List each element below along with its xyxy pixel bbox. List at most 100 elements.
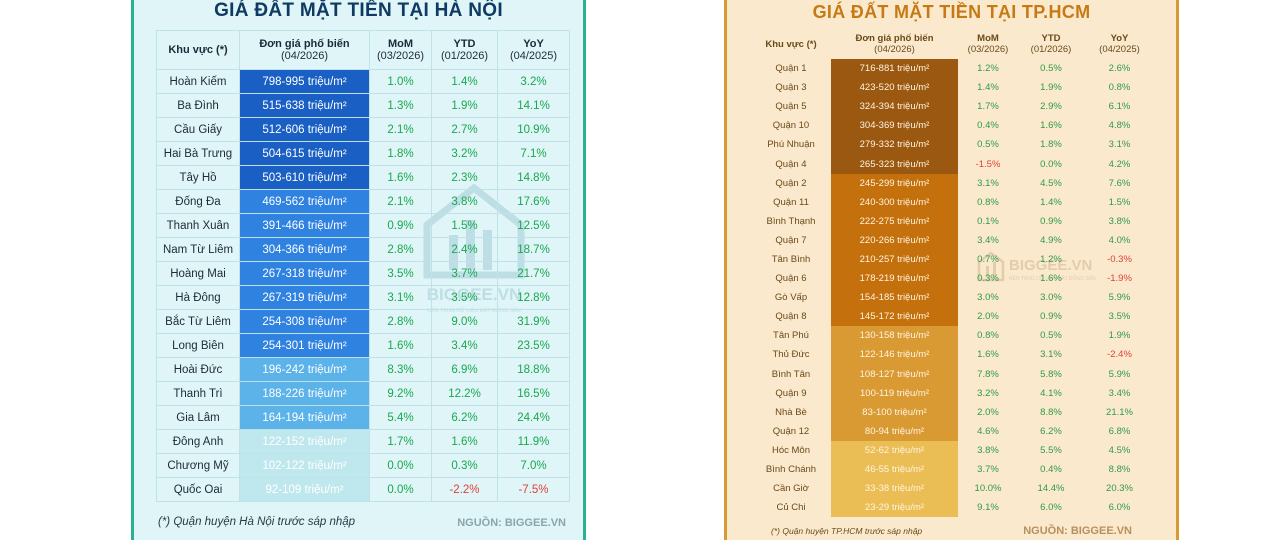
price-cell: 267-319 triệu/m² bbox=[239, 285, 370, 310]
ytd-cell: 6.2% bbox=[431, 405, 498, 430]
mom-cell: 0.7% bbox=[977, 253, 999, 265]
yoy-cell: -0.3% bbox=[1107, 253, 1132, 265]
area-cell: Hoàng Mai bbox=[156, 261, 240, 286]
price-cell: 265-323 triệu/m² bbox=[831, 154, 958, 174]
table-row: Gia Lâm 164-194 triệu/m² 5.4% 6.2% 24.4% bbox=[156, 405, 570, 430]
price-cell: 222-275 triệu/m² bbox=[831, 211, 958, 231]
table-row: Hai Bà Trưng 504-615 triệu/m² 1.8% 3.2% 7.1% bbox=[156, 141, 570, 166]
mom-cell: 10.0% bbox=[974, 483, 1002, 495]
ytd-cell: 1.8% bbox=[1040, 139, 1062, 151]
yoy-cell: 23.5% bbox=[497, 333, 570, 358]
price-cell: 220-266 triệu/m² bbox=[831, 230, 958, 250]
area-cell: Hoàn Kiếm bbox=[156, 69, 240, 94]
ytd-cell: 1.6% bbox=[1040, 120, 1062, 132]
mom-cell: 2.0% bbox=[977, 406, 999, 418]
hcm-watermark: BIGGEE.VN NỀN TẢNG DỮ LIỆU BẤT ĐỘNG SẢN bbox=[977, 251, 1096, 282]
yoy-cell: 5.9% bbox=[1108, 292, 1131, 304]
price-cell: 145-172 triệu/m² bbox=[831, 307, 958, 327]
price-cell: 92-109 triệu/m² bbox=[239, 477, 370, 502]
table-row: Quận 4 265-323 triệu/m² -1.5% 0.0% 4.2% bbox=[751, 154, 1155, 174]
mom-cell: 1.0% bbox=[369, 69, 432, 94]
yoy-cell: 16.5% bbox=[497, 381, 570, 406]
ytd-cell: 1.4% bbox=[1040, 196, 1062, 208]
mom-cell: 1.8% bbox=[369, 141, 432, 166]
area-cell: Chương Mỹ bbox=[156, 453, 240, 478]
table-row: Hóc Môn 52-62 triệu/m² 3.8% 5.5% 4.5% bbox=[751, 440, 1155, 460]
area-cell: Tân Phú bbox=[773, 330, 809, 342]
header-ytd: YTD (01/2026) bbox=[431, 30, 498, 70]
ytd-cell: 6.0% bbox=[1040, 502, 1062, 514]
price-cell: 504-615 triệu/m² bbox=[239, 141, 370, 166]
ytd-cell: 1.5% bbox=[431, 213, 498, 238]
price-cell: 100-119 triệu/m² bbox=[831, 383, 958, 403]
mom-cell: 1.7% bbox=[369, 429, 432, 454]
mom-cell: 1.6% bbox=[369, 165, 432, 190]
table-row: Phú Nhuận 279-332 triệu/m² 0.5% 1.8% 3.1% bbox=[751, 135, 1155, 155]
hcm-watermark-text: BIGGEE.VN bbox=[1009, 257, 1092, 274]
yoy-cell: 10.9% bbox=[497, 117, 570, 142]
price-cell: 304-369 triệu/m² bbox=[831, 116, 958, 136]
price-cell: 512-606 triệu/m² bbox=[239, 117, 370, 142]
hcm-footnote: (*) Quận huyện TP.HCM trước sáp nhập bbox=[771, 526, 923, 536]
mom-cell: 2.1% bbox=[369, 189, 432, 214]
price-cell: 716-881 triệu/m² bbox=[831, 59, 958, 79]
hcm-watermark-subtext: NỀN TẢNG DỮ LIỆU BẤT ĐỘNG SẢN bbox=[1009, 274, 1096, 282]
ytd-cell: 0.4% bbox=[1040, 464, 1062, 476]
table-row: Nhà Bè 83-100 triệu/m² 2.0% 8.8% 21.1% bbox=[751, 402, 1155, 422]
area-cell: Tây Hồ bbox=[156, 165, 240, 190]
yoy-cell: 14.1% bbox=[497, 93, 570, 118]
yoy-cell: 21.7% bbox=[497, 261, 570, 286]
table-row: Quận 9 100-119 triệu/m² 3.2% 4.1% 3.4% bbox=[751, 383, 1155, 403]
price-cell: 46-55 triệu/m² bbox=[831, 459, 958, 480]
price-cell: 245-299 triệu/m² bbox=[831, 173, 958, 193]
yoy-cell: 4.0% bbox=[1108, 234, 1131, 246]
area-cell: Gia Lâm bbox=[156, 405, 240, 430]
table-row: Quận 7 220-266 triệu/m² 3.4% 4.9% 4.0% bbox=[751, 230, 1155, 250]
ytd-cell: 0.9% bbox=[1040, 215, 1062, 227]
table-row: Bắc Từ Liêm 254-308 triệu/m² 2.8% 9.0% 31.9% bbox=[156, 309, 570, 334]
yoy-cell: 20.3% bbox=[1106, 483, 1133, 495]
ytd-cell: 4.1% bbox=[1040, 387, 1062, 399]
price-cell: 391-466 triệu/m² bbox=[239, 213, 370, 238]
mom-cell: 1.3% bbox=[369, 93, 432, 118]
yoy-cell: 1.9% bbox=[1108, 330, 1131, 342]
yoy-cell: 31.9% bbox=[497, 309, 570, 334]
yoy-cell: 3.1% bbox=[1108, 139, 1131, 151]
yoy-cell: 14.8% bbox=[497, 165, 570, 190]
ytd-cell: 8.8% bbox=[1040, 406, 1062, 418]
yoy-cell: 24.4% bbox=[497, 405, 570, 430]
price-cell: 108-127 triệu/m² bbox=[831, 364, 958, 384]
area-cell: Quận 4 bbox=[775, 158, 807, 170]
yoy-cell: 6.1% bbox=[1108, 101, 1131, 113]
table-row: Thanh Xuân 391-466 triệu/m² 0.9% 1.5% 12.5% bbox=[156, 213, 570, 238]
ytd-cell: 1.6% bbox=[1040, 273, 1062, 285]
mom-cell: 8.3% bbox=[369, 357, 432, 382]
mom-cell: 1.7% bbox=[977, 101, 999, 113]
table-row: Hoàn Kiếm 798-995 triệu/m² 1.0% 1.4% 3.2% bbox=[156, 69, 570, 94]
yoy-cell: 18.7% bbox=[497, 237, 570, 262]
hcm-panel: GIÁ ĐẤT MẶT TIỀN TẠI TP.HCM BIGGEE.VN NỀ… bbox=[724, 0, 1179, 540]
price-cell: 515-638 triệu/m² bbox=[239, 93, 370, 118]
price-cell: 23-29 triệu/m² bbox=[831, 498, 958, 518]
header-mom: MoM (03/2026) bbox=[369, 30, 432, 70]
area-cell: Thủ Đức bbox=[772, 349, 810, 361]
mom-cell: 0.8% bbox=[977, 330, 999, 342]
table-row: Bình Tân 108-127 triệu/m² 7.8% 5.8% 5.9% bbox=[751, 364, 1155, 384]
table-row: Đông Anh 122-152 triệu/m² 1.7% 1.6% 11.9% bbox=[156, 429, 570, 454]
table-row: Bình Chánh 46-55 triệu/m² 3.7% 0.4% 8.8% bbox=[751, 459, 1155, 480]
table-row: Hà Đông 267-319 triệu/m² 3.1% 3.5% 12.8% bbox=[156, 285, 570, 310]
mom-cell: 1.6% bbox=[369, 333, 432, 358]
yoy-cell: 8.8% bbox=[1108, 464, 1131, 476]
mom-cell: 3.0% bbox=[977, 292, 999, 304]
ytd-cell: 5.8% bbox=[1040, 368, 1062, 380]
yoy-cell: 4.8% bbox=[1108, 120, 1131, 132]
ytd-cell: 0.9% bbox=[1040, 311, 1062, 323]
table-row: Đống Đa 469-562 triệu/m² 2.1% 3.8% 17.6% bbox=[156, 189, 570, 214]
price-cell: 52-62 triệu/m² bbox=[831, 440, 958, 460]
price-cell: 122-152 triệu/m² bbox=[239, 429, 370, 454]
mom-cell: 3.4% bbox=[977, 234, 999, 246]
table-row: Quận 8 145-172 triệu/m² 2.0% 0.9% 3.5% bbox=[751, 307, 1155, 327]
hcm-header-row: Khu vực (*) Đơn giá phố biến (04/2026) Mo… bbox=[751, 29, 1155, 59]
mom-cell: 3.2% bbox=[977, 387, 999, 399]
table-row: Hoàng Mai 267-318 triệu/m² 3.5% 3.7% 21.7% bbox=[156, 261, 570, 286]
